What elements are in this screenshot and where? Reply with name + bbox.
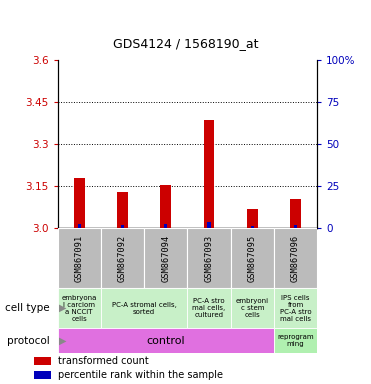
Text: embryoni
c stem
cells: embryoni c stem cells (236, 298, 269, 318)
Bar (121, 225, 124, 228)
Text: cell type: cell type (6, 303, 50, 313)
Text: control: control (147, 336, 185, 346)
Text: IPS cells
from
PC-A stro
mal cells: IPS cells from PC-A stro mal cells (280, 295, 311, 322)
Bar (78, 224, 81, 228)
Bar (58, 328, 274, 353)
Bar (247, 209, 258, 228)
Text: GDS4124 / 1568190_at: GDS4124 / 1568190_at (113, 37, 258, 50)
Text: GSM867093: GSM867093 (204, 235, 213, 282)
Bar (101, 228, 144, 288)
Text: protocol: protocol (7, 336, 50, 346)
Text: GSM867091: GSM867091 (75, 235, 83, 282)
Text: reprogram
ming: reprogram ming (277, 334, 314, 347)
Text: GSM867096: GSM867096 (291, 235, 300, 282)
Bar (34, 357, 51, 366)
Bar (58, 288, 101, 328)
Bar (74, 178, 85, 228)
Bar (294, 225, 297, 228)
Bar (207, 222, 210, 228)
Bar (274, 228, 317, 288)
Bar (164, 224, 167, 228)
Bar (251, 226, 254, 228)
Bar (231, 288, 274, 328)
Bar (34, 371, 51, 379)
Text: transformed count: transformed count (58, 356, 149, 366)
Text: GSM867092: GSM867092 (118, 235, 127, 282)
Bar (101, 288, 187, 328)
Text: percentile rank within the sample: percentile rank within the sample (58, 370, 223, 380)
Text: GSM867094: GSM867094 (161, 235, 170, 282)
Text: PC-A stromal cells,
sorted: PC-A stromal cells, sorted (112, 302, 177, 314)
Bar (274, 288, 317, 328)
Text: ▶: ▶ (59, 303, 67, 313)
Bar (160, 185, 171, 228)
Bar (187, 288, 231, 328)
Text: GSM867095: GSM867095 (248, 235, 257, 282)
Bar (290, 199, 301, 228)
Bar (204, 120, 214, 228)
Bar (144, 228, 187, 288)
Text: ▶: ▶ (59, 336, 67, 346)
Text: embryona
l carciom
a NCCIT
cells: embryona l carciom a NCCIT cells (62, 295, 97, 322)
Bar (58, 228, 101, 288)
Bar (187, 228, 231, 288)
Text: PC-A stro
mal cells,
cultured: PC-A stro mal cells, cultured (193, 298, 226, 318)
Bar (274, 328, 317, 353)
Bar (231, 228, 274, 288)
Bar (117, 192, 128, 228)
